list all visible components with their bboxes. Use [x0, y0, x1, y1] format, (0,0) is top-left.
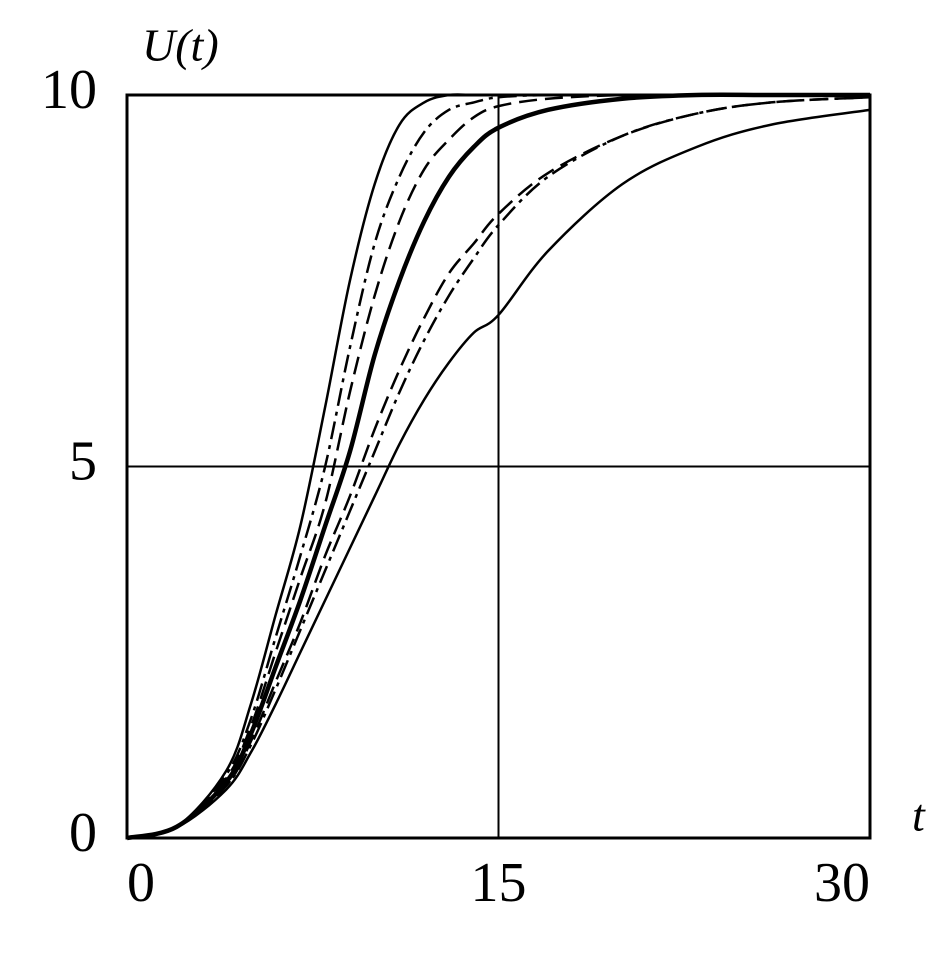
line-series — [126, 93, 870, 840]
x-tick-label: 0 — [127, 852, 155, 914]
x-axis-label: t — [912, 790, 926, 841]
line-series — [126, 108, 871, 840]
line-series — [126, 92, 870, 841]
y-axis-label: U(t) — [142, 20, 219, 71]
y-tick-label: 0 — [69, 802, 97, 864]
line-series — [126, 95, 871, 840]
y-tick-label: 5 — [69, 430, 97, 492]
x-tick-label: 15 — [471, 852, 527, 914]
x-tick-label: 30 — [814, 852, 870, 914]
line-series — [126, 93, 870, 840]
line-series — [126, 93, 870, 840]
line-series — [126, 95, 871, 840]
y-tick-label: 10 — [41, 59, 97, 121]
